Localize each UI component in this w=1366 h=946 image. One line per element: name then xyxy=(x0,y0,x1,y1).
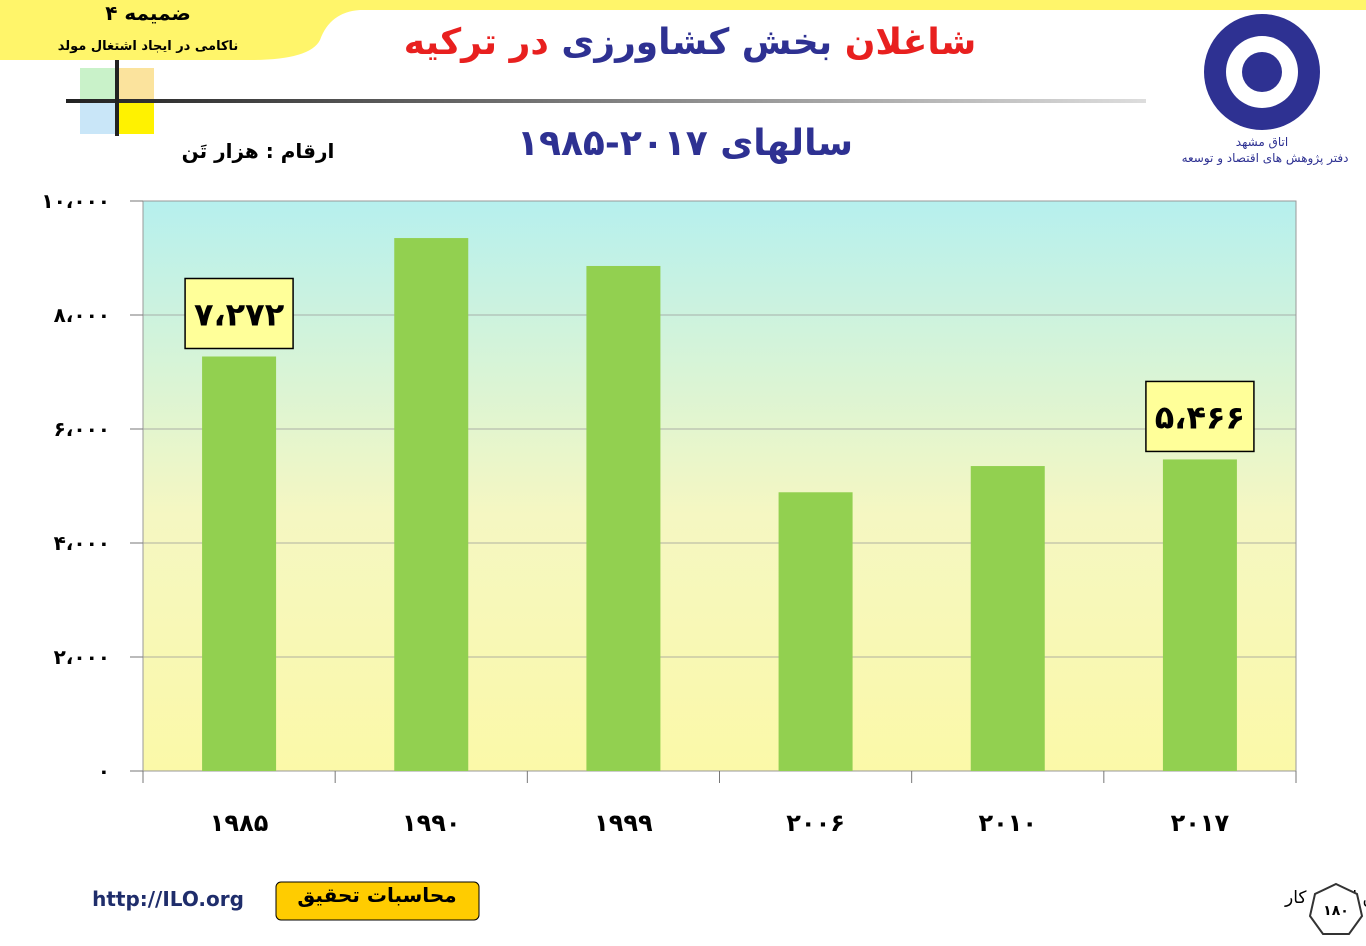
deco xyxy=(118,68,154,100)
title-part: در ترکیه xyxy=(403,22,549,63)
logo-text: اتاق مشهد xyxy=(1236,135,1288,149)
deco xyxy=(115,60,119,136)
bar xyxy=(970,466,1045,771)
title-part: بخش کشاورزی xyxy=(561,22,833,63)
y-tick-label: ۸،۰۰۰ xyxy=(54,303,110,327)
chart-subtitle: سالهای ۲۰۱۷-۱۹۸۵ xyxy=(517,123,853,164)
x-tick-label: ۲۰۱۰ xyxy=(978,809,1037,837)
y-tick-label: ۶،۰۰۰ xyxy=(54,417,110,441)
bar xyxy=(586,265,661,771)
note-button xyxy=(275,881,480,921)
y-tick-label: ۲،۰۰۰ xyxy=(54,645,110,669)
deco xyxy=(118,100,154,134)
appendix: ضمیمه ۴ xyxy=(105,1,191,25)
x-tick-label: ۱۹۹۰ xyxy=(402,809,461,837)
x-tick-label: ۲۰۰۶ xyxy=(786,809,845,837)
bar xyxy=(394,238,469,772)
value-label-box xyxy=(184,277,294,350)
appendix-subtitle: ناکامی در ایجاد اشتغال مولد xyxy=(58,39,239,54)
page-number: ۱۸۰ xyxy=(1323,903,1349,919)
bar xyxy=(1162,459,1237,771)
value-label: ۵،۴۶۶ xyxy=(1155,398,1245,436)
y-tick-label: ۴،۰۰۰ xyxy=(54,531,110,555)
chart-title: شاغلان بخش کشاورزی در ترکیه xyxy=(300,22,1080,63)
header-band xyxy=(0,0,1366,60)
bar xyxy=(778,492,853,771)
link[interactable]: http://ILO.org xyxy=(92,887,244,911)
logo xyxy=(1242,52,1282,92)
value-label-box xyxy=(1145,380,1255,453)
plot-area xyxy=(142,200,1297,772)
title-part: شاغلان xyxy=(844,22,977,63)
y-tick-label: ۰ xyxy=(98,759,110,783)
header-rule xyxy=(66,99,1146,103)
bar xyxy=(202,356,277,771)
logo-text: دفتر پژوهش های اقتصاد و توسعه xyxy=(1182,151,1349,166)
value-label: ۷،۲۷۲ xyxy=(194,295,285,333)
deco xyxy=(80,100,116,134)
unit-label: ارقام : هزار تَن xyxy=(182,139,335,163)
note-button-text: محاسبات تحقیق xyxy=(297,883,456,907)
y-tick-label: ۱۰،۰۰۰ xyxy=(41,189,110,213)
x-tick-label: ۲۰۱۷ xyxy=(1171,809,1230,837)
x-tick-label: ۱۹۹۹ xyxy=(594,809,653,837)
page-badge xyxy=(1308,882,1364,935)
x-tick-label: ۱۹۸۵ xyxy=(210,809,269,837)
